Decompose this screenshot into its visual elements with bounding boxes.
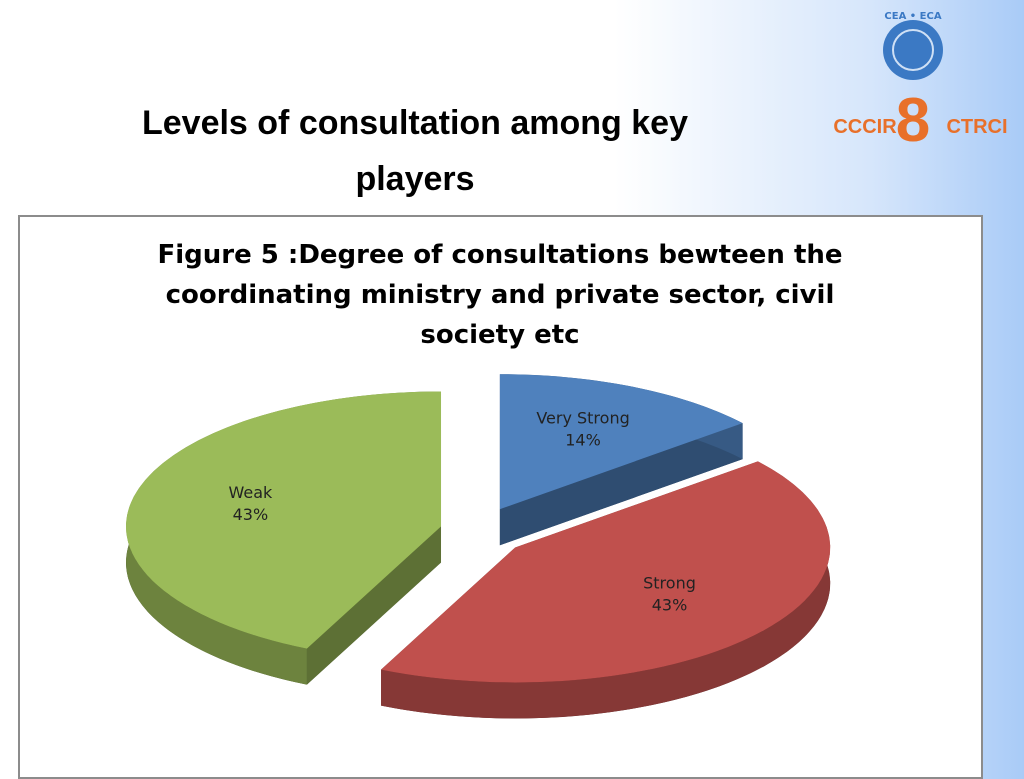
chart-title: Figure 5 :Degree of consultations bewtee… xyxy=(157,240,843,350)
slice-value-label: 43% xyxy=(652,596,688,615)
logo-left: CCCIR xyxy=(833,116,897,138)
slice-label: Strong xyxy=(643,574,696,593)
logo: CEA • ECA CCCIR 8 CTRCI xyxy=(833,11,1007,145)
logo-globe-ring xyxy=(892,29,934,71)
slide-title: Levels of consultation among key players xyxy=(141,104,688,198)
logo-globe xyxy=(883,20,943,80)
slice-wall xyxy=(499,423,743,546)
slice xyxy=(126,391,442,649)
slice-label: Very Strong xyxy=(536,408,629,427)
slice xyxy=(499,374,743,510)
logo-right: CTRCI xyxy=(946,116,1007,138)
slice-value-label: 14% xyxy=(565,430,601,449)
slice-label: Weak xyxy=(229,483,274,502)
slice-side xyxy=(381,461,831,719)
slice-value-label: 43% xyxy=(233,505,269,524)
logo-top: CEA • ECA xyxy=(884,11,941,22)
logo-number: 8 xyxy=(896,86,930,145)
chart-frame: Figure 5 :Degree of consultations bewtee… xyxy=(18,215,983,779)
chart: Very Strong 14% Strong 43% Weak 43% xyxy=(126,374,831,719)
slice xyxy=(381,461,831,683)
slice-wall xyxy=(306,526,442,685)
